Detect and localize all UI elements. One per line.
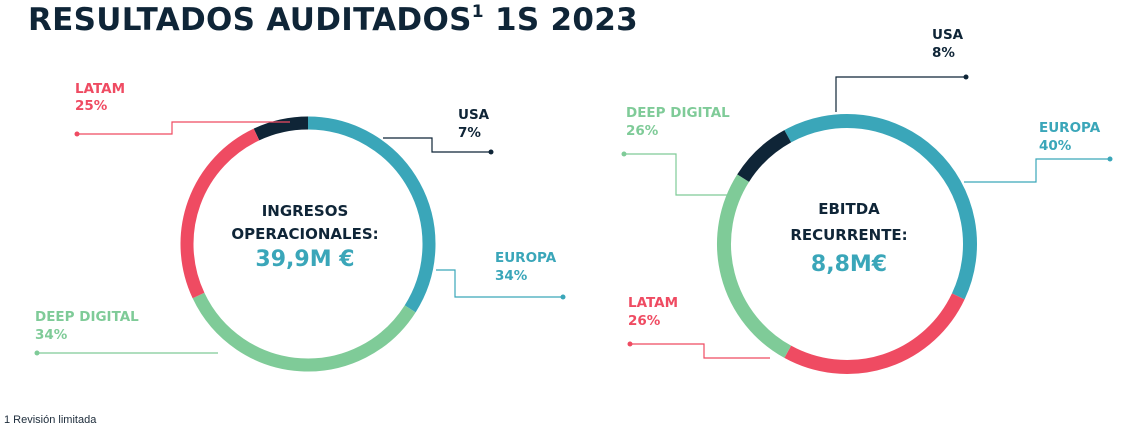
label-deep-digital-2: DEEP DIGITAL (626, 105, 730, 121)
center-value-1: 39,9M € (255, 247, 354, 272)
chart-ingresos: LATAM 25% USA 7% EUROPA 34% DEEP DIGITAL… (34, 81, 566, 372)
label-europa-2: EUROPA (1039, 120, 1101, 136)
title-suffix: 1S 2023 (483, 2, 639, 38)
leader-line-usa-1 (383, 137, 491, 153)
center-title-line2-1: OPERACIONALES: (231, 225, 378, 243)
leader-dot-deep-digital-2 (621, 151, 627, 157)
leader-dot-europa-1 (560, 294, 566, 300)
value-deep-digital-1: 34% (35, 327, 68, 343)
leader-dot-deep-digital-1 (34, 350, 40, 356)
page-title: RESULTADOS AUDITADOS1 1S 2023 (28, 2, 638, 38)
value-usa-2: 8% (932, 45, 955, 61)
leader-dot-usa-2 (963, 74, 969, 80)
donut-ebitda (717, 114, 977, 374)
center-value-2: 8,8M€ (811, 252, 887, 277)
value-latam-1: 25% (75, 98, 108, 114)
center-title-line1-1: INGRESOS (262, 202, 349, 220)
donut-ingresos (180, 116, 436, 372)
label-latam-1: LATAM (75, 81, 125, 97)
title-footnote-marker: 1 (471, 1, 484, 22)
donut-slice-latam-ingresos (180, 128, 260, 299)
donut-slice-latam-ebitda (784, 293, 965, 374)
value-europa-1: 34% (495, 268, 528, 284)
donut-slice-europa-ebitda (784, 114, 977, 300)
value-deep-digital-2: 26% (626, 123, 659, 139)
leader-dot-latam-1 (74, 131, 80, 137)
leader-line-deep-digital-2 (624, 153, 727, 196)
label-usa-1: USA (458, 107, 490, 123)
leader-line-latam-2 (630, 343, 770, 359)
label-europa-1: EUROPA (495, 250, 557, 266)
donut-slice-deep-digital-ebitda (717, 174, 792, 358)
donut-slice-deep-digital-ingresos (192, 292, 416, 372)
value-europa-2: 40% (1039, 138, 1072, 154)
leader-dot-latam-2 (627, 341, 633, 347)
donut-slice-europa-ingresos (307, 116, 436, 313)
donut-slice-usa-ebitda (737, 130, 792, 183)
leader-line-latam-1 (77, 121, 290, 135)
value-usa-1: 7% (458, 125, 481, 141)
title-text: RESULTADOS AUDITADOS (28, 2, 472, 38)
chart-ebitda: USA 8% EUROPA 40% DEEP DIGITAL 26% LATAM… (621, 27, 1113, 374)
donut-slice-usa-ingresos (253, 116, 309, 141)
label-usa-2: USA (932, 27, 964, 43)
center-title-line2-2: RECURRENTE: (790, 226, 907, 244)
label-latam-2: LATAM (628, 295, 678, 311)
leader-line-europa-1 (436, 269, 563, 298)
leader-line-europa-2 (964, 158, 1110, 183)
footnote: 1 Revisión limitada (4, 414, 97, 426)
leader-dot-europa-2 (1107, 156, 1113, 162)
label-deep-digital-1: DEEP DIGITAL (35, 309, 139, 325)
value-latam-2: 26% (628, 313, 661, 329)
leader-line-usa-2 (835, 76, 966, 112)
center-title-line1-2: EBITDA (818, 200, 880, 218)
leader-dot-usa-1 (488, 149, 494, 155)
